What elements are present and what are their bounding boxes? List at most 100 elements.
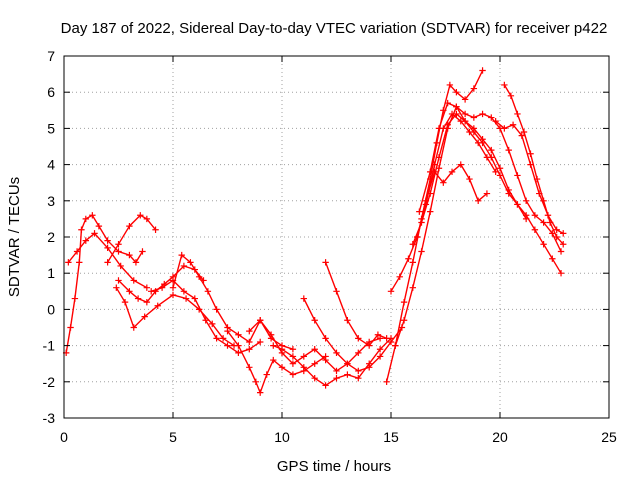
data-point (416, 208, 423, 215)
data-point (278, 364, 286, 371)
series-sat-l (322, 259, 390, 349)
data-point (132, 259, 140, 266)
data-point (115, 277, 122, 284)
data-point (475, 197, 482, 204)
data-point (235, 331, 242, 338)
data-point (453, 103, 460, 110)
data-point (505, 186, 512, 194)
data-point (470, 114, 478, 121)
data-point (383, 378, 390, 385)
y-tick-label: -1 (43, 338, 56, 354)
y-tick-label: 3 (47, 193, 55, 209)
data-point (137, 212, 144, 219)
data-point (267, 331, 275, 338)
data-point (333, 349, 340, 357)
grid-lines (64, 56, 609, 418)
series-line (503, 84, 564, 245)
data-point (333, 374, 340, 382)
data-point (461, 110, 469, 118)
x-tick-label: 20 (492, 429, 508, 445)
data-point (104, 244, 111, 252)
data-point (496, 172, 504, 179)
data-point (514, 172, 521, 179)
data-point (444, 121, 451, 128)
data-point (73, 248, 81, 255)
data-point (213, 335, 220, 342)
data-point (400, 317, 408, 324)
data-point (355, 374, 362, 382)
data-point (488, 114, 495, 121)
data-point (126, 222, 133, 230)
data-point (130, 277, 137, 284)
data-point (158, 284, 166, 291)
y-axis-title: SDTVAR / TECUs (6, 177, 23, 297)
data-point (560, 241, 567, 248)
data-point (446, 81, 454, 89)
data-point (344, 360, 351, 367)
x-tick-label: 25 (601, 429, 617, 445)
data-point (289, 353, 297, 360)
data-point (470, 85, 478, 92)
data-point (479, 136, 486, 143)
data-point (422, 197, 430, 204)
data-point (466, 175, 473, 183)
data-point (115, 241, 122, 248)
data-point (453, 110, 460, 118)
series-sat-j (270, 335, 395, 389)
chart-title: Day 187 of 2022, Sidereal Day-to-day VTE… (61, 20, 608, 37)
data-point (257, 338, 264, 346)
data-point (121, 298, 129, 306)
data-point (496, 165, 504, 172)
data-point (322, 335, 329, 342)
data-point (522, 215, 530, 223)
data-point (409, 241, 416, 248)
data-point (76, 259, 83, 266)
data-point (518, 132, 525, 139)
data-point (82, 237, 89, 244)
data-point (213, 306, 220, 313)
data-point (289, 360, 297, 367)
data-point (143, 215, 151, 223)
data-point (104, 237, 111, 244)
data-point (387, 288, 395, 295)
y-tick-label: -2 (43, 374, 56, 390)
data-point (311, 317, 318, 324)
y-tick-label: 6 (47, 84, 55, 100)
data-point (219, 335, 227, 342)
data-point (557, 270, 565, 277)
data-point (444, 99, 451, 107)
series-sat-r (413, 161, 491, 241)
data-point (553, 226, 560, 233)
data-point (169, 291, 177, 299)
data-point (355, 335, 362, 342)
data-point (289, 371, 297, 378)
data-point (461, 117, 469, 125)
series-sat-a (65, 230, 151, 291)
data-point (501, 125, 508, 132)
series-sat-t (501, 81, 567, 248)
data-point (235, 342, 242, 349)
y-tick-label: 1 (47, 265, 55, 281)
data-point (257, 389, 264, 396)
data-point (553, 233, 560, 241)
data-point (246, 346, 253, 353)
data-point (522, 197, 530, 204)
data-point (560, 230, 567, 237)
y-tick-label: 0 (47, 301, 55, 317)
data-point (514, 110, 521, 118)
data-point (130, 324, 137, 331)
data-point (104, 259, 111, 266)
data-point (507, 92, 515, 100)
data-point (235, 349, 242, 357)
data-point (509, 121, 517, 128)
data-point (376, 346, 384, 353)
data-point (409, 284, 416, 291)
series-sat-g (169, 251, 297, 353)
data-point (113, 284, 120, 291)
data-point (448, 168, 456, 176)
data-point (252, 378, 260, 385)
data-point (374, 331, 382, 338)
data-point (202, 317, 209, 324)
data-point (191, 295, 198, 302)
series-line (303, 298, 403, 372)
